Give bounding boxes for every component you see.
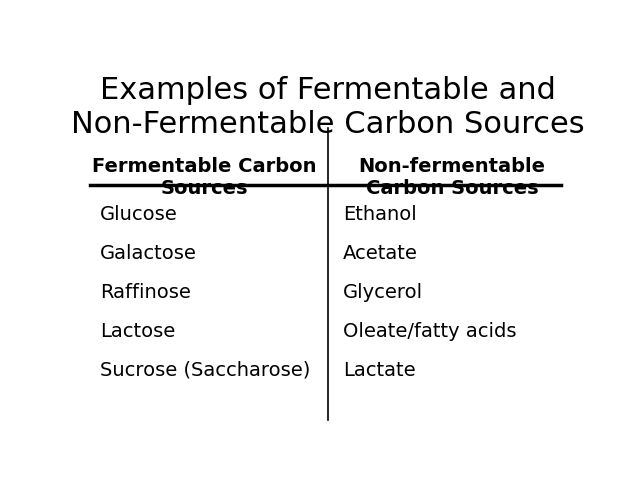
Text: Raffinose: Raffinose xyxy=(100,283,191,302)
Text: Sucrose (Saccharose): Sucrose (Saccharose) xyxy=(100,360,310,380)
Text: Acetate: Acetate xyxy=(343,244,418,263)
Text: Ethanol: Ethanol xyxy=(343,205,417,225)
Text: Glucose: Glucose xyxy=(100,205,177,225)
Text: Galactose: Galactose xyxy=(100,244,196,263)
Text: Lactose: Lactose xyxy=(100,322,175,341)
Text: Lactate: Lactate xyxy=(343,360,415,380)
Text: Oleate/fatty acids: Oleate/fatty acids xyxy=(343,322,516,341)
Text: Fermentable Carbon
Sources: Fermentable Carbon Sources xyxy=(92,157,316,198)
Text: Glycerol: Glycerol xyxy=(343,283,423,302)
Text: Examples of Fermentable and
Non-Fermentable Carbon Sources: Examples of Fermentable and Non-Fermenta… xyxy=(71,76,585,139)
Text: Non-fermentable
Carbon Sources: Non-fermentable Carbon Sources xyxy=(358,157,545,198)
